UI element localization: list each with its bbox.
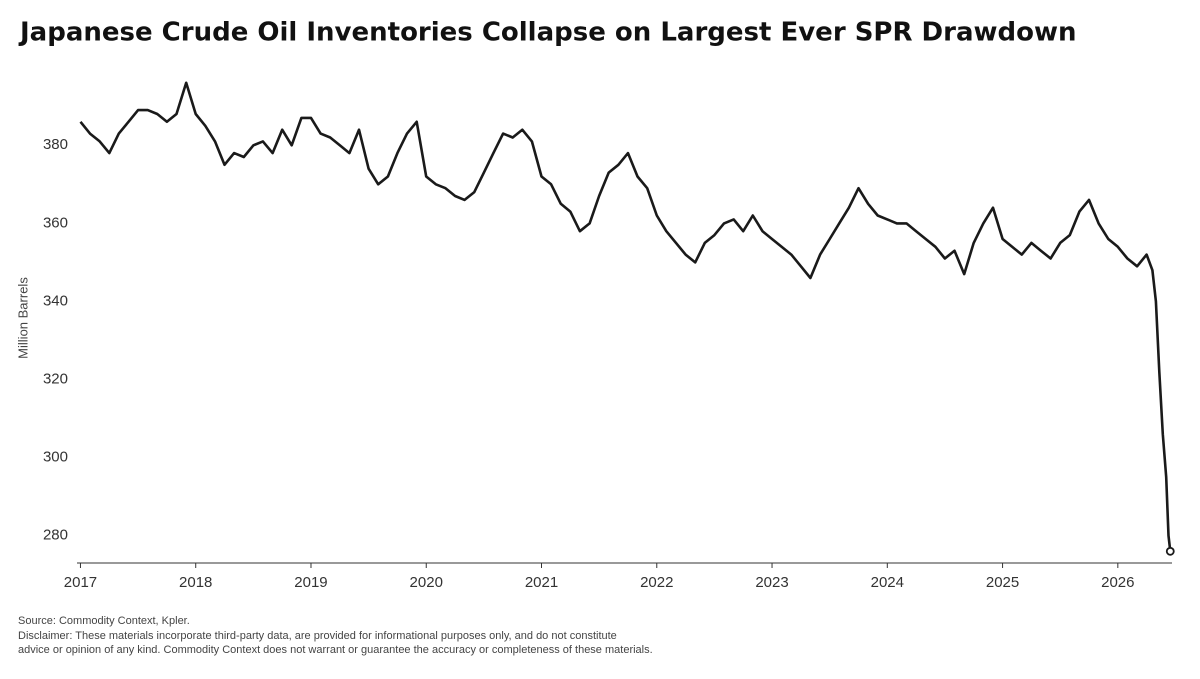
x-tick-label: 2023 — [755, 574, 788, 591]
disclaimer-line: Disclaimer: These materials incorporate … — [18, 630, 617, 642]
y-axis-label: Million Barrels — [15, 277, 30, 359]
chart-title: Japanese Crude Oil Inventories Collapse … — [18, 18, 1077, 48]
x-tick-label: 2017 — [64, 574, 97, 591]
x-tick-label: 2026 — [1101, 574, 1134, 591]
y-tick-label: 300 — [43, 449, 68, 466]
x-tick-label: 2025 — [986, 574, 1019, 591]
x-tick-label: 2021 — [525, 574, 558, 591]
x-tick-label: 2019 — [294, 574, 327, 591]
end-marker — [1165, 546, 1175, 556]
y-tick-label: 360 — [43, 214, 68, 231]
y-tick-label: 340 — [43, 292, 68, 309]
disclaimer-line: advice or opinion of any kind. Commodity… — [18, 644, 653, 656]
x-tick-label: 2022 — [640, 574, 673, 591]
source-note: Source: Commodity Context, Kpler. — [18, 615, 190, 627]
y-tick-label: 280 — [43, 527, 68, 544]
y-tick-label: 320 — [43, 370, 68, 387]
x-tick-label: 2024 — [871, 574, 904, 591]
x-tick-label: 2018 — [179, 574, 212, 591]
y-tick-label: 380 — [43, 136, 68, 153]
data-line — [79, 81, 1172, 552]
x-tick-label: 2020 — [410, 574, 443, 591]
